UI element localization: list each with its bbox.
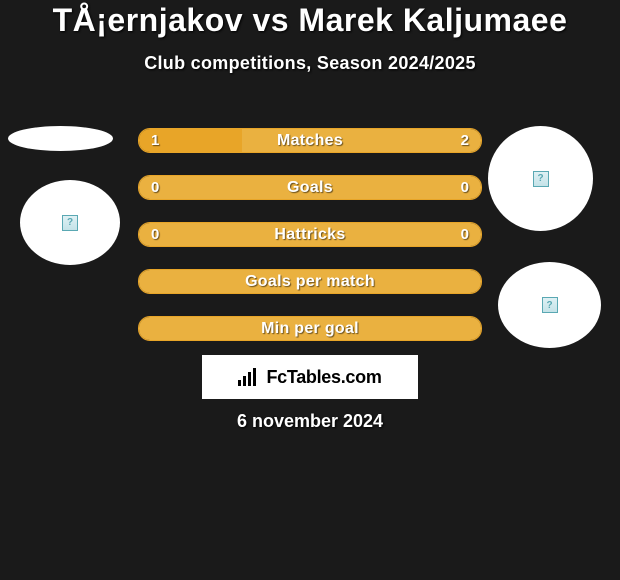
stat-bar-value-left: 0 (151, 176, 159, 199)
left-ellipse-decoration (8, 126, 113, 151)
stat-bar-value-right: 0 (461, 223, 469, 246)
stat-bar-label: Min per goal (139, 317, 481, 340)
stat-bar: Matches1 2 (138, 128, 482, 153)
stat-bar: Hattricks0 0 (138, 222, 482, 247)
player-right-avatar-1: ? (488, 126, 593, 231)
stat-bar: Goals per match (138, 269, 482, 294)
stat-bar: Min per goal (138, 316, 482, 341)
stat-bar-value-right: 0 (461, 176, 469, 199)
bar-chart-icon (238, 368, 260, 386)
comparison-bars: Matches12Goals00Hattricks00Goals per mat… (138, 128, 482, 363)
image-placeholder-icon: ? (533, 171, 549, 187)
image-placeholder-icon: ? (62, 215, 78, 231)
page-title: TÅ¡ernjakov vs Marek Kaljumaee (0, 2, 620, 39)
stat-bar-value-right: 2 (461, 129, 469, 152)
player-left-avatar: ? (20, 180, 120, 265)
stat-bar-value-left: 0 (151, 223, 159, 246)
stat-bar-label: Goals per match (139, 270, 481, 293)
page-subtitle: Club competitions, Season 2024/2025 (0, 53, 620, 74)
stat-bar-label: Hattricks (139, 223, 481, 246)
image-placeholder-icon: ? (542, 297, 558, 313)
site-logo: FcTables.com (202, 355, 418, 399)
player-right-avatar-2: ? (498, 262, 601, 348)
stat-bar: Goals0 0 (138, 175, 482, 200)
logo-text: FcTables.com (266, 367, 381, 388)
stat-bar-label: Goals (139, 176, 481, 199)
date-label: 6 november 2024 (0, 411, 620, 432)
stat-bar-value-left: 1 (151, 129, 159, 152)
stat-bar-label: Matches (139, 129, 481, 152)
